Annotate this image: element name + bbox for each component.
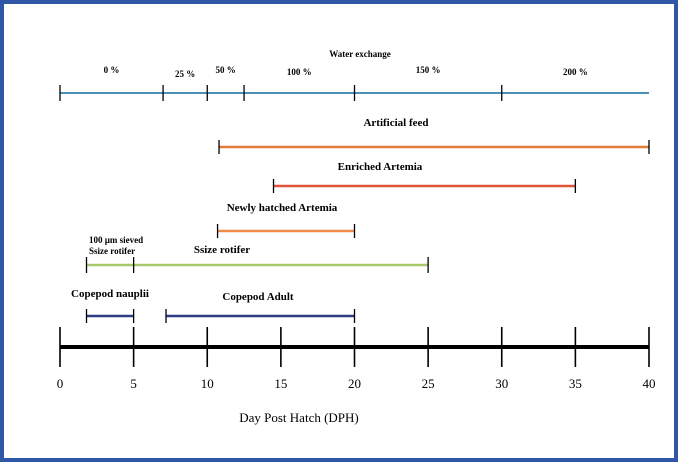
- x-tick-label-30: 30: [495, 376, 508, 391]
- x-tick-label-40: 40: [643, 376, 656, 391]
- water-exchange-pct-2: 50 %: [216, 65, 236, 75]
- feed-label-copepod-nauplii: Copepod nauplii: [71, 288, 149, 300]
- water-exchange-pct-3: 100 %: [287, 67, 312, 77]
- x-tick-label-15: 15: [274, 376, 287, 391]
- rotifer-sieved-label-line2: Ssize rotifer: [89, 246, 135, 256]
- x-tick-label-5: 5: [130, 376, 137, 391]
- water-exchange-pct-5: 200 %: [563, 67, 588, 77]
- rotifer-sieved-label-line1: 100 µm sieved: [89, 235, 143, 245]
- feed-label-artificial-feed: Artificial feed: [363, 117, 428, 129]
- x-axis-title: Day Post Hatch (DPH): [239, 410, 359, 425]
- feed-label-ssize-rotifer: Ssize rotifer: [194, 244, 250, 256]
- x-tick-label-10: 10: [201, 376, 214, 391]
- feed-label-newly-hatched-artemia: Newly hatched Artemia: [227, 202, 338, 214]
- feed-label-enriched-artemia: Enriched Artemia: [338, 161, 423, 173]
- feed-label-copepod-adult: Copepod Adult: [222, 291, 294, 303]
- x-tick-label-25: 25: [422, 376, 435, 391]
- water-exchange-pct-0: 0 %: [104, 65, 120, 75]
- water-exchange-title: Water exchange: [329, 49, 391, 59]
- x-tick-label-20: 20: [348, 376, 361, 391]
- x-tick-label-0: 0: [57, 376, 64, 391]
- water-exchange-pct-4: 150 %: [416, 65, 441, 75]
- water-exchange-pct-1: 25 %: [175, 69, 195, 79]
- x-tick-label-35: 35: [569, 376, 582, 391]
